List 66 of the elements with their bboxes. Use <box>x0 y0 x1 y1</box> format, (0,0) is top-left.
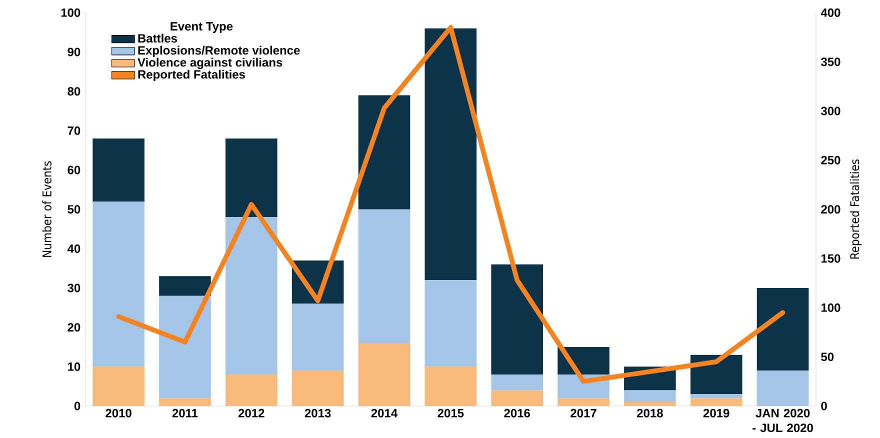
x-tick-label: JAN 2020 - JUL 2020 <box>752 408 813 432</box>
x-tick-label: 2016 <box>504 408 530 418</box>
bar <box>358 95 410 210</box>
y-tick-label: 50 <box>68 205 80 214</box>
y-tick-label: 10 <box>68 362 80 371</box>
legend-label: Battles <box>138 34 178 43</box>
bar <box>92 201 144 367</box>
bar <box>225 138 278 218</box>
bar <box>92 366 144 406</box>
bar <box>690 398 742 406</box>
y2-tick-label: 200 <box>821 205 840 214</box>
y-tick-label: 70 <box>68 126 80 135</box>
y2-axis-title: Reported Fatalities <box>850 159 862 259</box>
x-tick-label: 2019 <box>703 408 730 418</box>
y-tick-label: 20 <box>68 323 80 332</box>
bar <box>491 390 544 406</box>
bar <box>159 276 211 296</box>
legend-label: Violence against civilians <box>138 58 282 70</box>
y-axis-title: Number of Events <box>42 161 52 257</box>
x-tick-label: 2015 <box>438 408 464 418</box>
bar <box>159 398 211 406</box>
bar <box>424 28 477 280</box>
y2-tick-label: 100 <box>821 303 840 312</box>
y-tick-label: 30 <box>68 284 80 292</box>
bar <box>225 217 278 375</box>
bar <box>558 398 610 406</box>
bar <box>491 374 544 390</box>
y-tick-label: 100 <box>61 8 80 17</box>
x-tick-label: 2014 <box>371 408 398 418</box>
y2-tick-label: 400 <box>820 8 840 17</box>
y2-tick-label: 300 <box>820 106 840 116</box>
y2-tick-label: 150 <box>821 254 840 263</box>
bar <box>292 370 344 406</box>
y-tick-label: 90 <box>68 48 80 56</box>
bar <box>358 209 410 344</box>
x-tick-label: 2013 <box>304 408 331 418</box>
x-tick-label: 2018 <box>637 408 663 418</box>
bar <box>225 374 278 406</box>
bar <box>624 402 676 406</box>
bar <box>491 264 544 375</box>
y2-tick-label: 350 <box>820 58 840 66</box>
y2-tick-label: 0 <box>821 402 827 410</box>
bar <box>756 288 809 371</box>
legend-label: Explosions/Remote violence <box>138 46 300 57</box>
bar <box>690 354 742 394</box>
bar <box>690 394 742 398</box>
bar <box>92 138 144 202</box>
x-tick-label: 2011 <box>172 408 198 418</box>
bar <box>159 296 211 398</box>
bar <box>358 343 410 406</box>
bar <box>424 280 477 367</box>
y2-tick-label: 50 <box>821 352 834 362</box>
y-tick-label: 40 <box>67 244 80 253</box>
legend-title: Event Type <box>170 22 233 33</box>
legend-label: Reported Fatalities <box>138 70 246 82</box>
y-tick-label: 80 <box>68 87 80 96</box>
y2-tick-label: 250 <box>821 156 840 164</box>
bar <box>424 366 477 406</box>
x-tick-label: 2017 <box>570 408 596 418</box>
y-tick-label: 60 <box>68 166 80 174</box>
x-tick-label: 2010 <box>106 408 132 418</box>
bar <box>292 304 344 371</box>
y-tick-label: 0 <box>74 402 80 410</box>
bar <box>624 390 676 402</box>
x-tick-label: 2012 <box>238 408 264 418</box>
bar <box>756 370 809 406</box>
